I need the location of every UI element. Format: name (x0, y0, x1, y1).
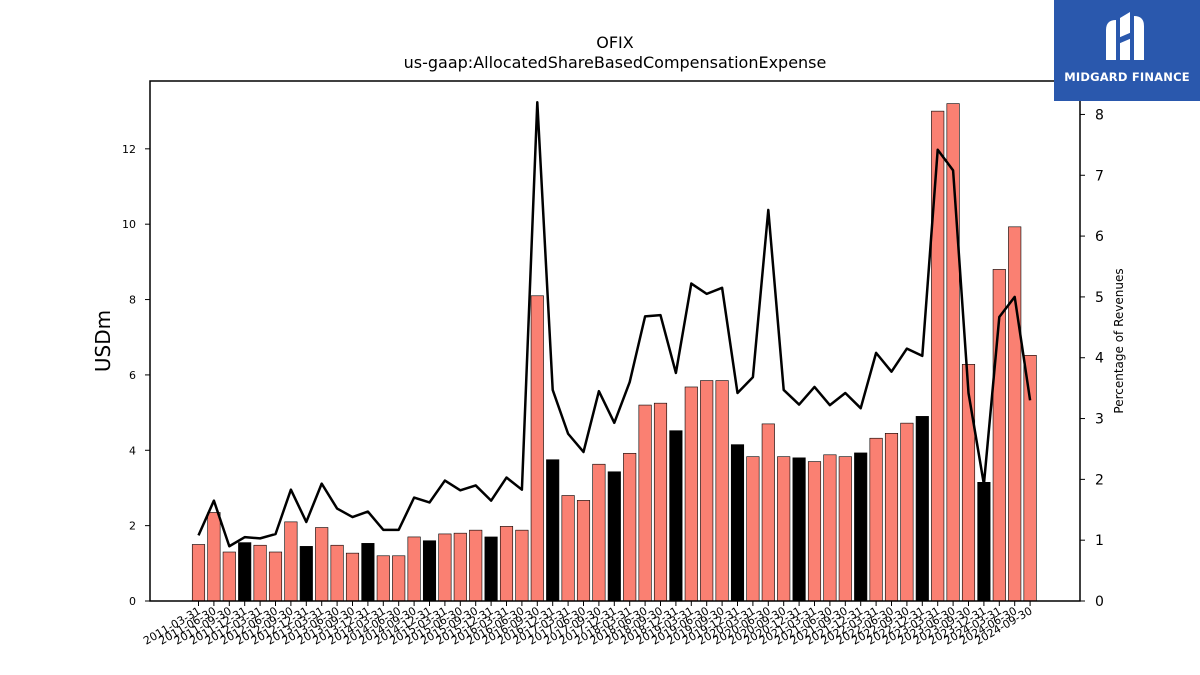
bar-2015-09-30 (469, 529, 483, 602)
y2-tick-label: 7 (1095, 168, 1104, 184)
bar-2012-12-31 (299, 546, 313, 602)
y2-tick-label: 6 (1095, 229, 1104, 245)
line-layer (197, 101, 1032, 548)
y-tick-label: 6 (129, 369, 136, 382)
right-axis-ticks: 0 1 2 3 4 5 6 7 8 (1080, 107, 1104, 610)
chart-title: OFIX (596, 33, 634, 52)
y2-axis-label: Percentage of Revenues (1112, 268, 1126, 413)
bar-2013-09-30 (345, 552, 360, 602)
bar-2017-12-31 (607, 471, 621, 602)
bar-2019-03-31 (684, 386, 698, 602)
x-axis-ticks: 2011-03-312011-06-302011-09-302011-12-31… (141, 601, 1035, 648)
bar-2016-12-31 (546, 459, 560, 602)
bar-2020-03-31 (746, 456, 760, 602)
bar-2015-06-30 (453, 532, 467, 602)
bar-2013-03-31 (315, 527, 329, 602)
left-axis-ticks: 0 2 4 6 8 10 12 (122, 143, 150, 608)
bar-2014-12-31 (422, 540, 437, 602)
bar-2021-09-30 (838, 456, 852, 602)
bar-2020-06-30 (761, 423, 775, 602)
bar-2023-03-31 (931, 110, 945, 602)
percentage-line (197, 101, 1032, 548)
bar-2018-03-31 (623, 452, 637, 602)
bar-2018-12-31 (669, 430, 683, 602)
bar-2021-06-30 (823, 454, 837, 602)
y-tick-label: 8 (129, 294, 136, 307)
bar-2016-06-30 (515, 529, 529, 602)
midgard-logo-icon (1106, 12, 1144, 60)
bar-2018-09-30 (653, 402, 668, 602)
y2-tick-label: 4 (1095, 351, 1104, 367)
bar-2019-09-30 (715, 380, 729, 602)
y2-tick-label: 8 (1095, 107, 1104, 123)
plot-frame (149, 80, 1081, 602)
y2-tick-label: 5 (1095, 290, 1104, 306)
bar-layer (191, 103, 1037, 602)
bar-2019-06-30 (700, 380, 714, 602)
bar-2011-06-30 (207, 512, 221, 602)
y2-tick-label: 2 (1095, 472, 1104, 488)
bar-2014-09-30 (407, 536, 421, 602)
bar-2012-09-30 (284, 521, 298, 602)
bar-2015-03-31 (438, 533, 452, 602)
bar-2018-06-30 (638, 404, 652, 602)
y-tick-label: 4 (129, 444, 136, 457)
bar-2017-09-30 (592, 463, 606, 602)
bar-2012-03-31 (253, 544, 267, 602)
bar-2022-12-31 (915, 416, 929, 602)
y-tick-label: 12 (122, 143, 136, 156)
bar-2020-09-30 (777, 456, 791, 602)
y-tick-label: 2 (129, 520, 136, 533)
bar-2015-12-31 (484, 536, 498, 602)
y-tick-label: 0 (129, 595, 136, 608)
bar-2011-12-31 (238, 542, 252, 602)
bar-2013-12-31 (361, 543, 375, 602)
bar-2014-06-30 (392, 555, 406, 602)
bar-2024-06-30 (1008, 226, 1022, 602)
logo-text: MIDGARD FINANCE (1064, 70, 1190, 84)
y-axis-label: USDm (91, 310, 115, 372)
bar-2014-03-31 (376, 555, 390, 602)
bar-2017-03-31 (561, 495, 575, 602)
chart-subtitle: us-gaap:AllocatedShareBasedCompensationE… (404, 53, 827, 72)
bar-2019-12-31 (730, 444, 745, 602)
y2-tick-label: 3 (1095, 412, 1104, 428)
bar-2021-12-31 (854, 452, 868, 602)
bar-2022-06-30 (884, 433, 899, 602)
y2-tick-label: 0 (1095, 594, 1104, 610)
bar-2012-06-30 (268, 551, 283, 602)
bar-2023-12-31 (977, 481, 991, 602)
bar-2020-12-31 (792, 457, 806, 602)
bar-2016-09-30 (530, 295, 544, 602)
y-tick-label: 10 (122, 218, 136, 231)
bar-2022-09-30 (900, 422, 914, 602)
bar-2017-06-30 (576, 500, 591, 602)
bar-2013-06-30 (330, 544, 344, 602)
bar-2011-03-31 (191, 544, 206, 602)
bar-2022-03-31 (869, 437, 883, 602)
bar-2021-03-31 (807, 461, 822, 602)
bar-2016-03-31 (499, 526, 514, 602)
y2-tick-label: 1 (1095, 533, 1104, 549)
midgard-finance-logo: MIDGARD FINANCE (1054, 0, 1200, 101)
bar-2011-09-30 (222, 551, 236, 602)
